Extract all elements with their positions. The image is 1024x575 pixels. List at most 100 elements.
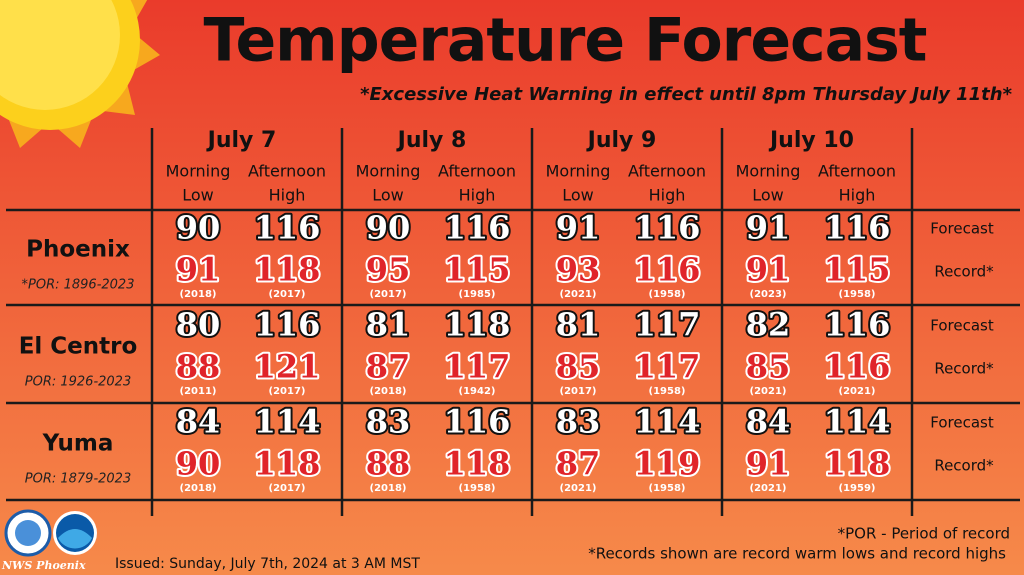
forecast-value: 116	[254, 306, 321, 344]
record-year: (1959)	[839, 483, 876, 494]
record-year: (2021)	[839, 386, 876, 397]
record-year: (1942)	[459, 386, 496, 397]
record-year: (1958)	[459, 483, 496, 494]
column-label: Low	[182, 186, 214, 205]
title: Temperature Forecast	[204, 6, 927, 76]
record-value: 119	[634, 445, 701, 483]
record-year: (2018)	[180, 483, 217, 494]
record-value: 91	[176, 251, 221, 289]
sun	[0, 0, 160, 148]
forecast-value: 116	[444, 403, 511, 441]
city-por: POR: 1926-2023	[25, 375, 131, 390]
column-label: High	[269, 186, 306, 205]
record-year: (1958)	[649, 483, 686, 494]
column-label: Afternoon	[818, 162, 896, 181]
forecast-value: 84	[746, 403, 791, 441]
forecast-value: 117	[634, 306, 701, 344]
record-value: 85	[746, 348, 791, 386]
record-year: (2017)	[269, 483, 306, 494]
record-value: 117	[634, 348, 701, 386]
column-label: Morning	[356, 162, 421, 181]
record-year: (1958)	[839, 289, 876, 300]
record-value: 121	[254, 348, 321, 386]
day-label: July 10	[768, 128, 854, 153]
record-value: 118	[824, 445, 891, 483]
forecast-value: 83	[556, 403, 601, 441]
record-value: 118	[444, 445, 511, 483]
record-value: 87	[556, 445, 601, 483]
column-label: High	[649, 186, 686, 205]
forecast-value: 83	[366, 403, 411, 441]
record-value: 93	[556, 251, 601, 289]
record-value: 90	[176, 445, 221, 483]
record-value: 91	[746, 445, 791, 483]
forecast-value: 116	[634, 209, 701, 247]
record-value: 88	[366, 445, 411, 483]
record-year: (2018)	[370, 386, 407, 397]
record-value: 85	[556, 348, 601, 386]
record-year: (2017)	[269, 386, 306, 397]
forecast-value: 90	[366, 209, 411, 247]
table-grid	[6, 128, 1020, 516]
issued: Issued: Sunday, July 7th, 2024 at 3 AM M…	[115, 556, 420, 572]
city-por: *POR: 1896-2023	[22, 278, 135, 293]
record-value: 116	[824, 348, 891, 386]
column-label: Low	[752, 186, 784, 205]
row-label: Record*	[934, 263, 994, 281]
record-year: (1958)	[649, 289, 686, 300]
row-label: Record*	[934, 360, 994, 378]
record-value: 115	[444, 251, 511, 289]
forecast-value: 91	[746, 209, 791, 247]
day-label: July 7	[206, 128, 277, 153]
forecast-value: 81	[556, 306, 601, 344]
column-label: Afternoon	[438, 162, 516, 181]
column-label: Low	[562, 186, 594, 205]
column-label: Afternoon	[628, 162, 706, 181]
record-year: (2021)	[560, 483, 597, 494]
column-label: High	[459, 186, 496, 205]
forecast-value: 80	[176, 306, 221, 344]
day-label: July 9	[586, 128, 657, 153]
record-value: 88	[176, 348, 221, 386]
forecast-value: 116	[824, 306, 891, 344]
column-label: Afternoon	[248, 162, 326, 181]
record-year: (2021)	[750, 483, 787, 494]
footnote: *Records shown are record warm lows and …	[588, 545, 1006, 563]
forecast-value: 91	[556, 209, 601, 247]
office: NWS Phoenix	[1, 559, 86, 572]
record-value: 118	[254, 251, 321, 289]
logos	[4, 509, 97, 557]
forecast-value: 84	[176, 403, 221, 441]
record-year: (2017)	[560, 386, 597, 397]
forecast-value: 116	[824, 209, 891, 247]
forecast-value: 114	[634, 403, 701, 441]
city-name: Yuma	[42, 431, 114, 457]
record-year: (2021)	[560, 289, 597, 300]
record-year: (2018)	[370, 483, 407, 494]
footnote: *POR - Period of record	[838, 525, 1010, 543]
column-label: High	[839, 186, 876, 205]
city-name: Phoenix	[26, 237, 130, 263]
forecast-value: 118	[444, 306, 511, 344]
record-year: (2021)	[750, 386, 787, 397]
record-value: 95	[366, 251, 411, 289]
record-year: (2018)	[180, 289, 217, 300]
forecast-value: 114	[824, 403, 891, 441]
record-year: (1985)	[459, 289, 496, 300]
forecast-value: 114	[254, 403, 321, 441]
forecast-value: 90	[176, 209, 221, 247]
column-label: Morning	[736, 162, 801, 181]
row-label: Forecast	[930, 414, 994, 432]
row-label: Forecast	[930, 317, 994, 335]
record-value: 117	[444, 348, 511, 386]
record-year: (1958)	[649, 386, 686, 397]
column-label: Morning	[546, 162, 611, 181]
city-por: POR: 1879-2023	[25, 472, 131, 487]
forecast-value: 82	[746, 306, 791, 344]
record-value: 116	[634, 251, 701, 289]
forecast-value: 81	[366, 306, 411, 344]
record-value: 115	[824, 251, 891, 289]
row-label: Forecast	[930, 220, 994, 238]
row-label: Record*	[934, 457, 994, 475]
